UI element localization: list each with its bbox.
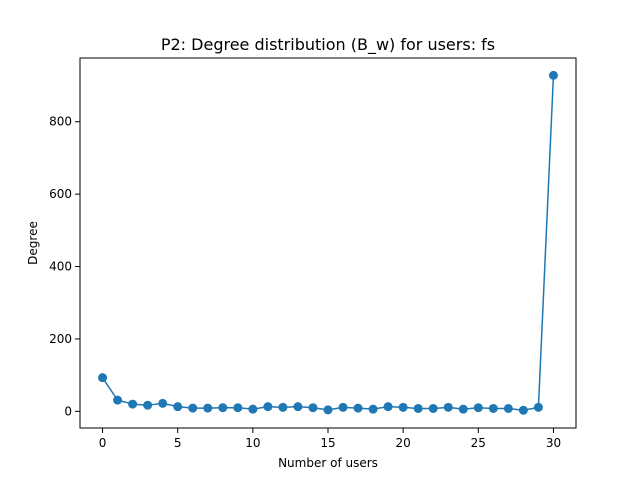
data-point (368, 404, 378, 414)
data-point (248, 404, 258, 414)
x-tick-label: 15 (320, 436, 335, 450)
data-point (278, 402, 288, 412)
data-point (488, 403, 498, 413)
data-point (233, 403, 243, 413)
x-tick-label: 0 (99, 436, 107, 450)
data-point (323, 405, 333, 415)
x-tick-label: 20 (396, 436, 411, 450)
data-point (503, 403, 513, 413)
x-tick-label: 10 (245, 436, 260, 450)
y-axis-label: Degree (26, 221, 40, 265)
data-point (338, 402, 348, 412)
y-tick-label: 200 (49, 332, 72, 346)
data-point (143, 400, 153, 410)
data-point (398, 402, 408, 412)
x-tick-label: 30 (546, 436, 561, 450)
chart-title: P2: Degree distribution (B_w) for users:… (161, 35, 495, 55)
data-point (353, 403, 363, 413)
x-axis: 0 5 10 15 20 25 30 (99, 428, 561, 450)
y-tick-label: 800 (49, 115, 72, 129)
data-point (158, 398, 168, 408)
y-tick-label: 600 (49, 187, 72, 201)
data-point (413, 403, 423, 413)
data-point (443, 402, 453, 412)
y-axis: 0 200 400 600 800 (49, 115, 80, 418)
plot-area (98, 70, 558, 415)
data-point (383, 402, 393, 412)
data-point (203, 403, 213, 413)
data-point (458, 404, 468, 414)
data-point (113, 395, 123, 405)
data-point (263, 402, 273, 412)
y-tick-label: 400 (49, 260, 72, 274)
data-point (98, 373, 108, 383)
x-tick-label: 5 (174, 436, 182, 450)
data-point (173, 402, 183, 412)
data-point (548, 70, 558, 80)
data-point (293, 402, 303, 412)
data-point (428, 403, 438, 413)
data-point (473, 403, 483, 413)
data-point (218, 403, 228, 413)
data-point (518, 405, 528, 415)
x-axis-label: Number of users (278, 456, 378, 470)
x-tick-label: 25 (471, 436, 486, 450)
data-point (533, 402, 543, 412)
y-tick-label: 0 (64, 404, 72, 418)
data-point (188, 403, 198, 413)
data-point (128, 399, 138, 409)
data-point (308, 403, 318, 413)
